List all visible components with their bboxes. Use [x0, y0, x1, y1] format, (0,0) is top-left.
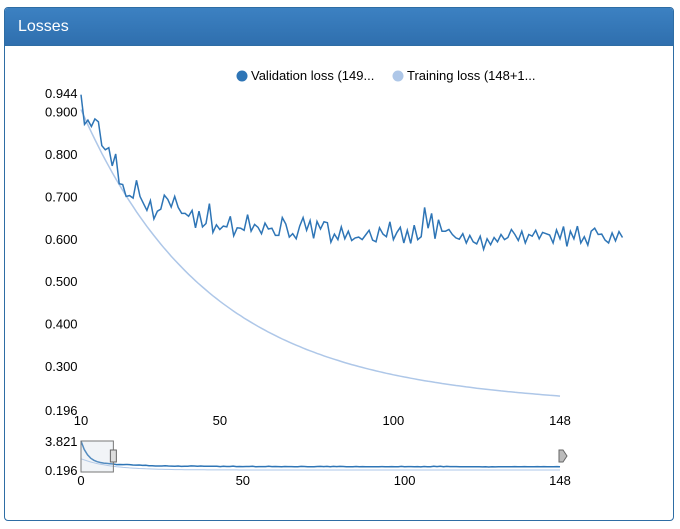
y-tick-label: 0.500 — [45, 274, 78, 289]
navigator-training-line — [80, 458, 560, 471]
y-axis-ticks: 0.944 0.900 0.800 0.700 0.600 0.500 0.400 0.300… — [45, 86, 78, 418]
y-tick-label: 0.600 — [45, 232, 78, 247]
y-tick-label: 0.700 — [45, 189, 78, 204]
x-axis-ticks: 10 50 100 148 — [74, 413, 571, 428]
x-tick-label: 100 — [383, 413, 405, 428]
y-tick-label: 0.944 — [45, 86, 78, 101]
navigator-y-tick-label: 0.196 — [45, 463, 78, 478]
navigator-x-tick-label: 100 — [394, 473, 416, 488]
navigator-selection-window[interactable] — [80, 440, 114, 473]
y-tick-label: 0.900 — [45, 105, 78, 120]
navigator-x-tick-label: 148 — [549, 473, 571, 488]
x-tick-label: 50 — [213, 413, 227, 428]
navigator-validation-line — [80, 440, 561, 468]
legend: Validation loss (149... Training loss (14… — [236, 68, 536, 83]
y-tick-label: 0.300 — [45, 359, 78, 374]
navigator-y-tick-label: 3.821 — [45, 434, 78, 449]
navigator-right-handle[interactable] — [558, 449, 568, 463]
x-tick-label: 10 — [74, 413, 88, 428]
training-legend-marker — [392, 70, 404, 82]
navigator-unselected-area — [116, 441, 560, 472]
navigator-left-handle[interactable] — [109, 449, 117, 463]
plot-lines — [80, 94, 624, 397]
validation-loss-line — [80, 94, 624, 253]
y-tick-label: 0.400 — [45, 317, 78, 332]
losses-panel: Losses — [4, 7, 674, 521]
navigator-x-tick-label: 0 — [77, 473, 84, 488]
validation-legend-label[interactable]: Validation loss (149... — [251, 68, 374, 83]
panel-title: Losses — [5, 8, 673, 46]
training-loss-line — [80, 109, 561, 397]
training-legend-label[interactable]: Training loss (148+1... — [407, 68, 536, 83]
x-tick-label: 148 — [549, 413, 571, 428]
y-tick-label: 0.196 — [45, 403, 78, 418]
validation-legend-marker — [236, 70, 248, 82]
navigator-x-tick-label: 50 — [236, 473, 250, 488]
y-tick-label: 0.800 — [45, 147, 78, 162]
